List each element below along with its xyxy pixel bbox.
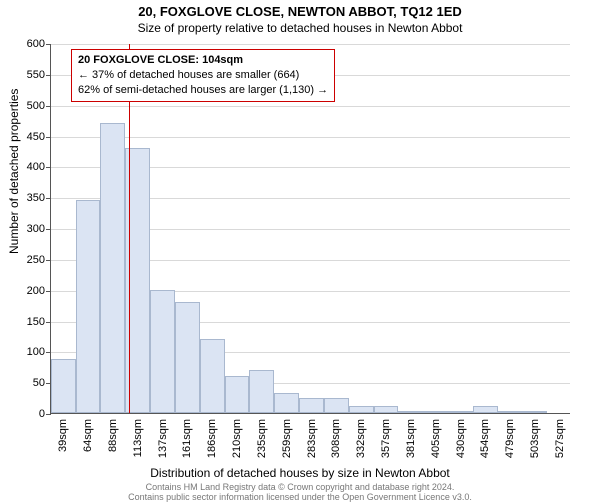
histogram-bar	[398, 411, 423, 413]
histogram-bar	[100, 123, 125, 413]
xtick-label: 381sqm	[405, 419, 417, 458]
xtick-label: 430sqm	[455, 419, 467, 458]
xtick-label: 161sqm	[181, 419, 193, 458]
histogram-bar	[249, 370, 274, 413]
histogram-bar	[51, 359, 76, 413]
ytick-label: 400	[27, 161, 45, 173]
histogram-bar	[324, 398, 349, 413]
ytick-label: 200	[27, 285, 45, 297]
xtick-label: 113sqm	[132, 419, 144, 457]
ytick-mark	[46, 44, 51, 45]
x-axis-label: Distribution of detached houses by size …	[0, 466, 600, 480]
xtick-label: 39sqm	[57, 419, 69, 452]
histogram-bar	[423, 411, 448, 413]
ytick-label: 150	[27, 316, 45, 328]
histogram-bar	[76, 200, 101, 413]
chart-area: 05010015020025030035040045050055060039sq…	[50, 44, 570, 414]
xtick-label: 527sqm	[554, 419, 566, 458]
annotation-line-3: 62% of semi-detached houses are larger (…	[78, 83, 328, 98]
ytick-mark	[46, 291, 51, 292]
xtick-label: 186sqm	[206, 419, 218, 458]
ytick-label: 300	[27, 223, 45, 235]
ytick-label: 100	[27, 346, 45, 358]
ytick-mark	[46, 167, 51, 168]
xtick-label: 503sqm	[529, 419, 541, 458]
histogram-bar	[374, 406, 399, 413]
xtick-label: 308sqm	[330, 419, 342, 458]
annotation-line-2: ← 37% of detached houses are smaller (66…	[78, 68, 328, 83]
xtick-label: 479sqm	[504, 419, 516, 458]
xtick-label: 88sqm	[107, 419, 119, 452]
ytick-label: 350	[27, 192, 45, 204]
ytick-label: 550	[27, 69, 45, 81]
xtick-label: 210sqm	[231, 419, 243, 458]
xtick-label: 332sqm	[355, 419, 367, 458]
histogram-bar	[200, 339, 225, 413]
histogram-bar	[473, 406, 498, 413]
xtick-label: 137sqm	[157, 419, 169, 458]
ytick-mark	[46, 414, 51, 415]
ytick-label: 600	[27, 38, 45, 50]
ytick-mark	[46, 198, 51, 199]
xtick-label: 454sqm	[479, 419, 491, 458]
ytick-label: 0	[39, 408, 45, 420]
histogram-bar	[523, 411, 548, 413]
histogram-bar	[299, 398, 324, 413]
xtick-label: 357sqm	[380, 419, 392, 458]
ytick-mark	[46, 137, 51, 138]
ytick-mark	[46, 229, 51, 230]
footer-line-2: Contains public sector information licen…	[0, 492, 600, 502]
ytick-label: 50	[33, 377, 45, 389]
histogram-bar	[498, 411, 523, 413]
histogram-bar	[448, 411, 473, 413]
y-axis-label: Number of detached properties	[7, 89, 21, 254]
page-title-1: 20, FOXGLOVE CLOSE, NEWTON ABBOT, TQ12 1…	[0, 4, 600, 19]
ytick-label: 450	[27, 131, 45, 143]
histogram-bar	[175, 302, 200, 413]
ytick-mark	[46, 352, 51, 353]
xtick-label: 259sqm	[281, 419, 293, 458]
xtick-label: 235sqm	[256, 419, 268, 458]
annotation-box: 20 FOXGLOVE CLOSE: 104sqm← 37% of detach…	[71, 49, 335, 102]
histogram-bar	[274, 393, 299, 413]
histogram-bar	[349, 406, 374, 413]
histogram-bar	[150, 290, 175, 413]
xtick-label: 64sqm	[82, 419, 94, 452]
histogram-bar	[225, 376, 250, 413]
footer-line-1: Contains HM Land Registry data © Crown c…	[0, 482, 600, 492]
annotation-line-1: 20 FOXGLOVE CLOSE: 104sqm	[78, 53, 328, 68]
ytick-mark	[46, 106, 51, 107]
ytick-mark	[46, 260, 51, 261]
ytick-label: 250	[27, 254, 45, 266]
ytick-mark	[46, 75, 51, 76]
page-title-2: Size of property relative to detached ho…	[0, 21, 600, 35]
xtick-label: 283sqm	[306, 419, 318, 458]
xtick-label: 405sqm	[430, 419, 442, 458]
ytick-mark	[46, 322, 51, 323]
ytick-label: 500	[27, 100, 45, 112]
plot-region: 05010015020025030035040045050055060039sq…	[50, 44, 570, 414]
